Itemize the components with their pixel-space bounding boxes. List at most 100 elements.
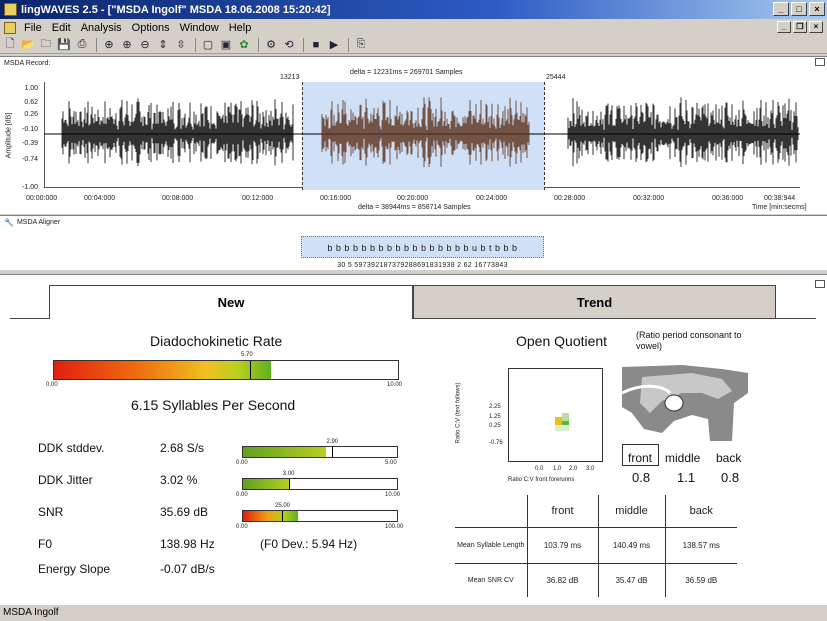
gear-icon[interactable]: ⚙ (266, 39, 276, 51)
table-cell: 138.57 ms (664, 526, 737, 564)
menu-edit[interactable]: Edit (51, 21, 71, 34)
table-cell: 36.59 dB (664, 562, 737, 597)
play-icon[interactable]: ▶ (329, 39, 339, 51)
position-middle-label: middle (665, 451, 701, 465)
ddk-bar-max: 10.00 (387, 382, 403, 388)
metric-bar (242, 478, 398, 490)
metric-bar-marker-label: 3.00 (282, 471, 295, 477)
print-icon[interactable]: ⎙ (77, 38, 87, 50)
doc-close-button[interactable]: × (809, 21, 823, 33)
toolbar: 🗋 📂 🗀 💾 ⎙ ⊕ ⊕ ⊖ ⇕ ⇳ ▢ ▣ ✿ ⚙ ⟲ ■ ▶ ⎘ (0, 36, 827, 54)
oq-y-tick-0: 2.25 (489, 404, 501, 410)
oq-y-tick-3: -0.76 (489, 440, 503, 446)
settings-icon[interactable]: ✿ (239, 39, 249, 51)
save-icon[interactable]: 💾 (57, 39, 71, 51)
zoom-vertical-icon[interactable]: ⇳ (176, 39, 186, 51)
stop-icon[interactable]: ■ (312, 38, 320, 51)
aligner-title-label: MSDA Aligner (16, 219, 61, 226)
open-icon[interactable]: 📂 (21, 39, 35, 51)
menu-file[interactable]: File (24, 21, 42, 34)
close-button[interactable]: × (809, 2, 825, 16)
zoom-in-2-icon[interactable]: ⊕ (122, 39, 132, 51)
minimize-button[interactable]: _ (773, 2, 789, 16)
metric-bar-fill (243, 479, 290, 489)
doc-restore-button[interactable]: ❐ (793, 21, 807, 33)
document-icon[interactable] (4, 21, 16, 34)
metric-bar-marker-label: 25.00 (275, 503, 291, 509)
metric-bar-min: 0.00 (236, 460, 248, 466)
oq-plot[interactable] (508, 368, 603, 462)
waveform-segment (321, 97, 530, 168)
new-icon[interactable]: 🗋 (5, 38, 15, 50)
zoom-in-icon[interactable]: ⊕ (104, 39, 114, 51)
position-back-value: 0.8 (721, 470, 740, 485)
metric-value: -0.07 dB/s (160, 562, 215, 576)
table-header: front (526, 495, 599, 528)
x-tick-label: 00:04:000 (84, 195, 116, 202)
x-tick-label: 00:12:000 (242, 195, 274, 202)
record-icon[interactable]: ⟲ (284, 39, 294, 51)
table-header: back (664, 495, 737, 528)
metric-bar (242, 510, 398, 522)
x-tick-label: 00:24:000 (476, 195, 508, 202)
position-back-label: back (716, 451, 742, 465)
x-tick-label: 00:20:000 (397, 195, 429, 202)
waveform-segment (61, 98, 294, 167)
zoom-out-icon[interactable]: ⊖ (140, 39, 150, 51)
metric-bar-min: 0.00 (236, 524, 248, 530)
stop-square-icon[interactable]: ▣ (220, 39, 232, 51)
ddk-title: Diadochokinetic Rate (150, 333, 283, 349)
selection-start-line[interactable] (302, 82, 303, 190)
ddk-bar-marker (250, 361, 252, 379)
y-tick-label: -0.10 (22, 126, 38, 133)
position-front-value: 0.8 (632, 470, 651, 485)
marker-right: 25444 (546, 74, 566, 81)
table-row-label: Mean Syllable Length (455, 526, 528, 564)
menu-analysis[interactable]: Analysis (80, 21, 122, 34)
results-scroll-up[interactable] (815, 280, 825, 288)
syllable-table: front middle back Mean Syllable Length 1… (455, 495, 737, 597)
tab-new[interactable]: New (49, 285, 413, 319)
y-tick-label: 1.00 (24, 85, 38, 92)
table-cell: 36.82 dB (526, 562, 599, 597)
metric-value: 35.69 dB (160, 505, 209, 519)
ddk-bar-fill (54, 361, 271, 379)
oq-cell-2 (555, 417, 562, 425)
export-icon[interactable]: ⎘ (356, 38, 366, 50)
app-icon (4, 3, 17, 16)
doc-minimize-button[interactable]: _ (777, 21, 791, 33)
metric-bar-marker (281, 511, 283, 521)
menu-window[interactable]: Window (179, 21, 219, 34)
x-tick-label: 00:38:944 (764, 195, 796, 202)
y-tick-label: -0.39 (22, 140, 38, 147)
position-front-box[interactable] (622, 444, 659, 466)
metric-label: DDK Jitter (38, 473, 93, 487)
oq-title: Open Quotient (516, 333, 608, 349)
status-bar: MSDA Ingolf (0, 604, 827, 621)
menu-help[interactable]: Help (228, 21, 252, 34)
delta-top: delta = 12231ms = 269701 Samples (350, 69, 463, 76)
maximize-button[interactable]: □ (791, 2, 807, 16)
table-row: Mean Syllable Length 103.79 ms 140.49 ms… (455, 526, 737, 564)
zoom-fit-icon[interactable]: ⇕ (158, 39, 168, 51)
blank-icon[interactable]: ▢ (202, 39, 214, 51)
tab-trend[interactable]: Trend (413, 285, 776, 319)
selection-end-line[interactable] (544, 82, 545, 190)
menu-options[interactable]: Options (131, 21, 170, 34)
oq-y-tick-2: 0.25 (489, 423, 501, 429)
y-tick-label: 0.26 (24, 111, 38, 118)
oq-y-axis-label: Ratio C:V (text follows) (455, 382, 462, 444)
oq-x-tick-0: 0.0 (535, 466, 544, 472)
metric-bar-max: 10.00 (385, 492, 401, 498)
oq-cell-1 (562, 413, 569, 421)
syllable-track[interactable]: b b b b b b b b b b b b b b b b b u b t … (301, 236, 544, 258)
metric-value: 138.98 Hz (160, 537, 215, 551)
x-tick-label: 00:08:000 (162, 195, 194, 202)
f0-deviation: (F0 Dev.: 5.94 Hz) (260, 537, 358, 551)
metric-label: SNR (38, 505, 64, 519)
metric-value: 3.02 % (160, 473, 198, 487)
metric-bar-fill (243, 511, 298, 521)
vocal-tract-image (622, 365, 748, 441)
record-scroll-up[interactable] (815, 58, 825, 66)
open-folder-icon[interactable]: 🗀 (40, 38, 52, 50)
